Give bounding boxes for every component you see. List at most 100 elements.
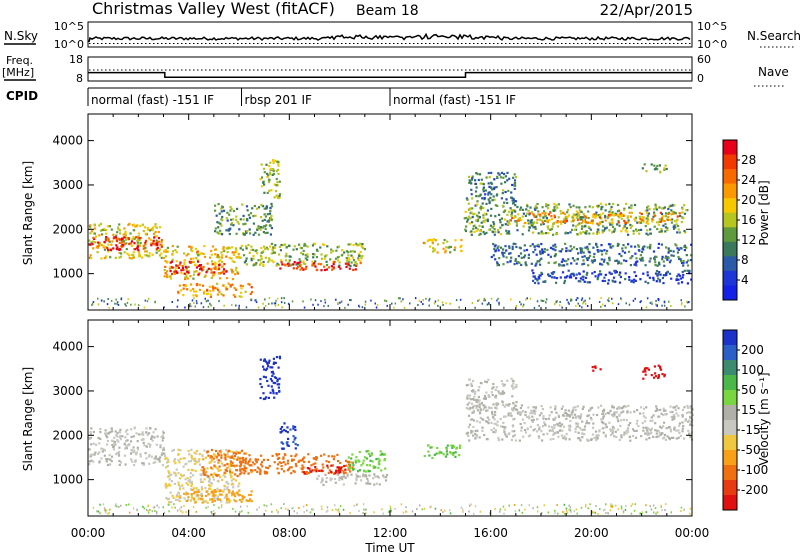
heatmap-cell — [540, 512, 543, 514]
heatmap-cell — [351, 466, 354, 469]
heatmap-cell — [181, 484, 184, 487]
heatmap-cell — [565, 417, 568, 420]
heatmap-cell — [633, 410, 636, 413]
heatmap-cell — [545, 298, 548, 301]
heatmap-cell — [512, 242, 515, 245]
heatmap-cell — [570, 273, 573, 276]
heatmap-cell — [256, 207, 259, 210]
heatmap-cell — [187, 271, 190, 274]
heatmap-cell — [620, 214, 623, 217]
heatmap-cell — [120, 252, 123, 255]
colorbar-tick-label: -15 — [741, 423, 761, 437]
heatmap-cell — [582, 278, 585, 281]
heatmap-cell — [563, 259, 566, 262]
heatmap-cell — [481, 225, 484, 228]
heatmap-cell — [599, 263, 602, 266]
heatmap-cell — [220, 454, 223, 457]
heatmap-cell — [596, 249, 599, 252]
heatmap-cell — [339, 301, 341, 304]
heatmap-cell — [603, 229, 606, 232]
heatmap-cell — [468, 423, 472, 426]
heatmap-cell — [288, 255, 291, 258]
heatmap-cell — [209, 481, 212, 484]
heatmap-cell — [468, 222, 471, 225]
heatmap-cell — [477, 215, 480, 218]
heatmap-cell — [565, 260, 568, 263]
heatmap-cell — [504, 181, 507, 184]
heatmap-cell — [641, 167, 644, 170]
heatmap-cell — [545, 307, 547, 309]
heatmap-cell — [650, 416, 653, 419]
heatmap-cell — [116, 505, 118, 508]
heatmap-cell — [229, 473, 232, 476]
heatmap-cell — [554, 243, 557, 246]
heatmap-cell — [219, 229, 222, 232]
colorbar-tick-label: -50 — [741, 443, 761, 457]
heatmap-cell — [490, 207, 493, 210]
heatmap-cell — [532, 409, 536, 412]
heatmap-cell — [353, 504, 355, 507]
heatmap-cell — [683, 406, 686, 409]
heatmap-cell — [180, 506, 183, 509]
heatmap-cell — [351, 468, 355, 471]
heatmap-cell — [475, 172, 478, 175]
heatmap-cell — [200, 469, 203, 472]
heatmap-cell — [212, 457, 215, 460]
heatmap-cell — [615, 504, 617, 507]
heatmap-cell — [231, 277, 235, 281]
heatmap-cell — [219, 469, 222, 472]
heatmap-cell — [161, 451, 164, 454]
heatmap-cell — [469, 180, 472, 183]
y-tick-label: 4000 — [52, 340, 83, 354]
heatmap-cell — [238, 474, 241, 477]
heatmap-cell — [295, 465, 298, 468]
heatmap-cell — [526, 205, 529, 208]
heatmap-cell — [267, 365, 270, 368]
heatmap-cell — [323, 305, 325, 308]
heatmap-cell — [474, 204, 477, 207]
heatmap-cell — [467, 383, 470, 387]
heatmap-cell — [129, 440, 133, 443]
heatmap-cell — [649, 245, 652, 248]
heatmap-cell — [197, 273, 200, 276]
heatmap-cell — [245, 205, 249, 208]
heatmap-cell — [216, 487, 219, 490]
heatmap-cell — [276, 454, 279, 457]
heatmap-cell — [532, 213, 535, 216]
heatmap-cell — [264, 215, 267, 218]
heatmap-cell — [505, 232, 508, 235]
heatmap-cell — [144, 254, 147, 257]
heatmap-cell — [566, 511, 569, 514]
heatmap-cell — [576, 258, 579, 261]
heatmap-cell — [465, 216, 468, 220]
heatmap-cell — [474, 432, 477, 436]
heatmap-cell — [575, 273, 578, 276]
heatmap-cell — [683, 269, 686, 272]
heatmap-cell — [516, 262, 519, 265]
heatmap-cell — [180, 289, 183, 292]
heatmap-cell — [604, 214, 607, 218]
heatmap-cell — [273, 461, 276, 464]
heatmap-cell — [279, 267, 282, 270]
heatmap-cell — [659, 273, 662, 276]
heatmap-cell — [119, 461, 123, 464]
heatmap-cell — [465, 225, 468, 228]
heatmap-cell — [579, 417, 582, 420]
heatmap-cell — [176, 305, 179, 308]
heatmap-cell — [270, 202, 273, 205]
heatmap-cell — [667, 247, 670, 250]
heatmap-cell — [579, 218, 582, 221]
heatmap-cell — [302, 260, 305, 263]
heatmap-cell — [340, 254, 343, 257]
heatmap-cell — [540, 412, 543, 415]
heatmap-cell — [280, 441, 283, 444]
heatmap-cell — [215, 449, 218, 453]
heatmap-cell — [617, 420, 620, 423]
heatmap-cell — [487, 378, 490, 381]
heatmap-cell — [295, 263, 298, 266]
heatmap-cell — [664, 503, 667, 506]
heatmap-cell — [471, 221, 474, 224]
heatmap-cell — [545, 418, 548, 421]
heatmap-cell — [470, 230, 473, 233]
heatmap-cell — [175, 498, 178, 501]
